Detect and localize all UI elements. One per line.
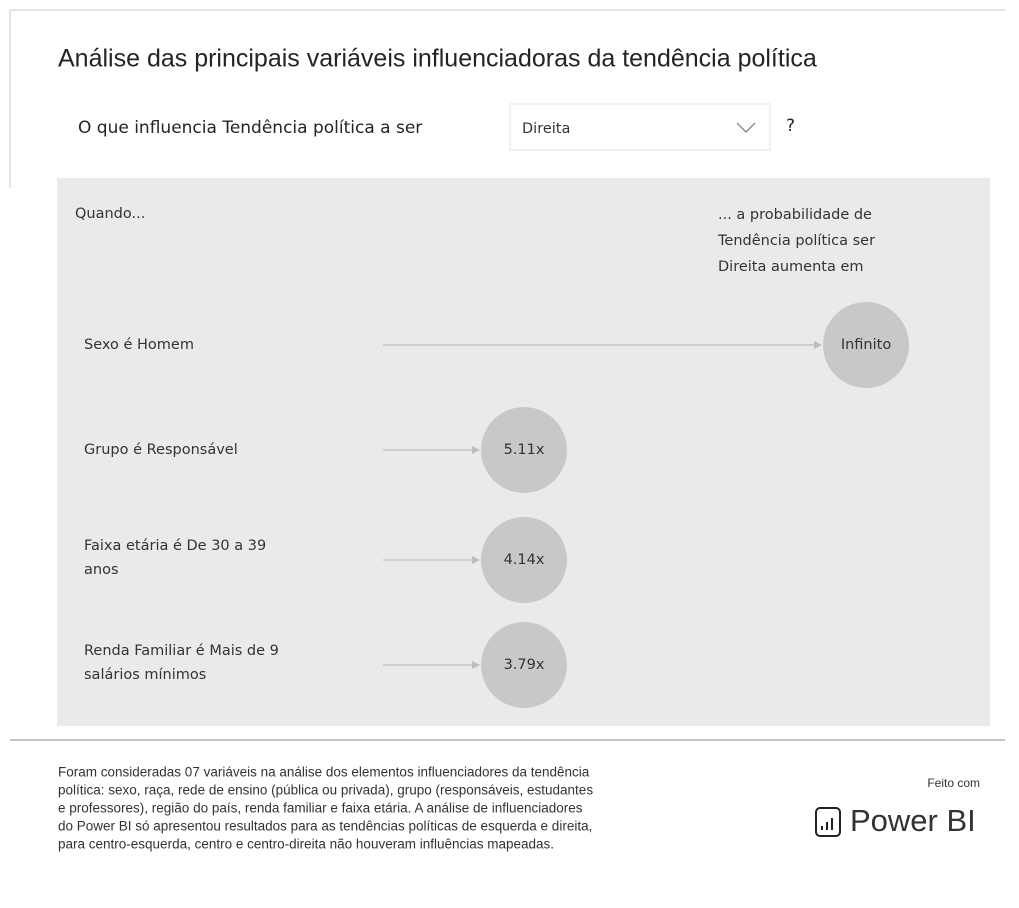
footer-text: do Power BI só apresentou resultados par… (58, 819, 592, 834)
bubble-value: Infinito (841, 337, 892, 353)
powerbi-logo (815, 807, 841, 837)
title: Análise das principais variáveis influen… (58, 45, 817, 73)
bubble (481, 407, 567, 493)
bubble (481, 622, 567, 708)
question-prefix: O que influencia Tendência política a se… (78, 118, 422, 138)
bubble (823, 302, 909, 388)
arrow-head (814, 341, 822, 349)
footer-text: política: sexo, raça, rede de ensino (pú… (58, 783, 593, 798)
influencer-label: anos (84, 562, 119, 578)
arrow-head (472, 661, 480, 669)
made-with: Feito com (927, 776, 980, 790)
influencer-label: Sexo é Homem (84, 337, 194, 353)
influencer-label: salários mínimos (84, 667, 206, 683)
influencer-label: Renda Familiar é Mais de 9 (84, 643, 279, 659)
right-heading: ... a probabilidade de (718, 207, 872, 223)
bubble-value: 5.11x (504, 442, 545, 458)
chevron (736, 122, 756, 133)
brand: Power BI (850, 803, 976, 838)
left-heading: Quando... (75, 206, 145, 222)
right-heading: Tendência política ser (717, 233, 875, 249)
right-heading: Direita aumenta em (718, 259, 864, 275)
bubble-value: 4.14x (504, 552, 545, 568)
question-suffix: ? (786, 116, 795, 136)
influencer-label: Faixa etária é De 30 a 39 (84, 538, 266, 554)
dropdown[interactable] (509, 103, 771, 151)
bubble-value: 3.79x (504, 657, 545, 673)
footer-text: e professores), região do país, renda fa… (58, 801, 583, 816)
arrow-head (472, 446, 480, 454)
bubble (481, 517, 567, 603)
footer-text: para centro-esquerda, centro e centro-di… (58, 837, 554, 852)
footer-text: Foram consideradas 07 variáveis na análi… (58, 765, 590, 780)
arrow-head (472, 556, 480, 564)
influencer-label: Grupo é Responsável (84, 442, 238, 458)
dropdown-value[interactable]: Direita (522, 121, 570, 137)
